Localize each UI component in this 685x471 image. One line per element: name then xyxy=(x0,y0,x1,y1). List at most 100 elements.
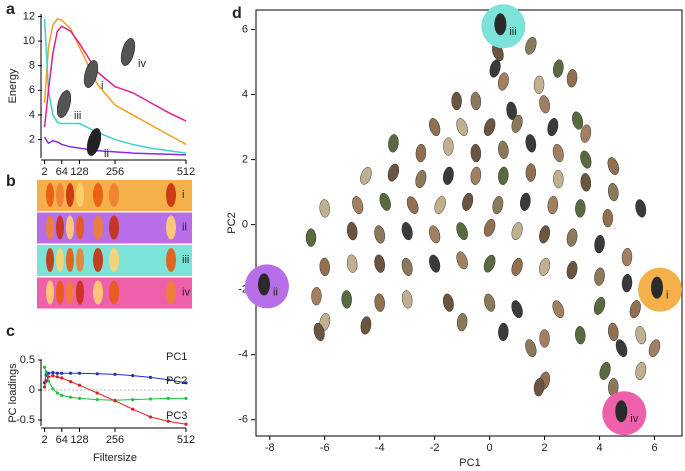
bird-point xyxy=(635,361,647,381)
bird-point xyxy=(456,251,468,270)
point xyxy=(55,371,59,375)
highlight-bird xyxy=(257,273,270,296)
panel-label: c xyxy=(6,323,15,340)
bird-map xyxy=(93,280,103,305)
bird-map xyxy=(46,248,54,272)
series-line xyxy=(43,18,187,146)
bird-point xyxy=(429,225,441,244)
bird-point xyxy=(443,166,454,185)
bird-point xyxy=(470,91,482,111)
bird-point xyxy=(498,322,509,342)
y-tick-label: 2 xyxy=(29,133,35,145)
axis-label: Energy xyxy=(7,68,19,103)
point xyxy=(42,385,47,389)
bird-point xyxy=(525,134,537,153)
point xyxy=(44,370,48,374)
point xyxy=(148,397,153,401)
x-tick-label: 256 xyxy=(106,434,124,446)
bird-map xyxy=(76,248,84,272)
bird-illustration xyxy=(56,90,72,118)
point xyxy=(69,395,73,399)
axis-label: PC1 xyxy=(459,457,480,469)
bird-point xyxy=(539,225,551,244)
series-line xyxy=(43,136,187,156)
panel-label: d xyxy=(232,5,242,22)
highlight-label: iv xyxy=(630,413,638,425)
band-label: i xyxy=(182,189,184,201)
point xyxy=(69,371,73,375)
y-tick-label: -6 xyxy=(238,414,248,426)
bird-map xyxy=(66,215,74,240)
series-line xyxy=(44,367,186,401)
bird-point xyxy=(360,166,372,185)
highlight-label: ii xyxy=(273,286,278,298)
x-tick-label: 128 xyxy=(70,166,88,178)
bird-map xyxy=(66,280,74,305)
point xyxy=(113,399,117,403)
panel-label: b xyxy=(6,173,16,190)
y-tick-label: -4 xyxy=(238,349,248,361)
bird-point xyxy=(305,228,317,247)
bird-point xyxy=(429,254,441,273)
x-tick-label: 128 xyxy=(70,434,88,446)
point xyxy=(46,375,51,379)
bird-point xyxy=(346,254,358,273)
bird-map xyxy=(166,215,176,240)
bird-point xyxy=(552,144,564,163)
point xyxy=(131,374,135,378)
bird-point xyxy=(648,339,661,358)
bird-point xyxy=(497,72,509,91)
bird-point xyxy=(539,95,550,114)
bird-point xyxy=(313,322,325,341)
bird-point xyxy=(511,300,523,319)
bird-point xyxy=(575,326,586,345)
point xyxy=(77,383,82,387)
bird-map xyxy=(109,280,119,305)
bird-map xyxy=(46,280,54,305)
point xyxy=(148,375,153,379)
series-line xyxy=(43,25,187,128)
point xyxy=(184,422,188,426)
bird-point xyxy=(483,254,496,273)
bird-point xyxy=(406,196,419,214)
point xyxy=(55,391,59,395)
bird-label: iii xyxy=(74,110,81,122)
bird-illustration xyxy=(83,60,99,88)
plot-frame xyxy=(255,9,683,437)
bird-point xyxy=(360,316,372,335)
bird-point xyxy=(533,378,545,397)
point xyxy=(46,379,51,383)
highlight-label: iii xyxy=(509,26,516,38)
bird-point xyxy=(415,143,427,163)
x-tick-label: 2 xyxy=(41,434,47,446)
bird-map xyxy=(166,280,176,305)
x-tick-label: -2 xyxy=(430,442,440,454)
bird-map xyxy=(66,248,74,272)
y-tick-label: 6 xyxy=(242,23,248,35)
highlight-bird xyxy=(615,400,628,423)
bird-point xyxy=(553,59,564,78)
bird-point xyxy=(547,195,559,215)
bird-point xyxy=(539,257,551,276)
bird-point xyxy=(607,157,619,175)
bird-point xyxy=(553,169,564,189)
x-tick-label: 512 xyxy=(177,434,195,446)
y-tick-label: 0 xyxy=(242,219,248,231)
bird-point xyxy=(629,300,641,319)
bird-map xyxy=(76,280,84,305)
bird-point xyxy=(607,182,619,202)
y-tick-label: -2 xyxy=(238,284,248,296)
bird-point xyxy=(575,199,586,218)
bird-point xyxy=(434,196,446,215)
bird-point xyxy=(599,361,611,380)
bird-point xyxy=(593,296,606,315)
point xyxy=(184,396,188,400)
x-tick-label: 2 xyxy=(41,166,47,178)
y-tick-label: 4 xyxy=(242,88,248,100)
bird-point xyxy=(352,196,364,215)
bird-map xyxy=(76,215,84,240)
bird-point xyxy=(566,69,578,88)
bird-map xyxy=(56,183,64,207)
bird-map xyxy=(56,280,64,305)
